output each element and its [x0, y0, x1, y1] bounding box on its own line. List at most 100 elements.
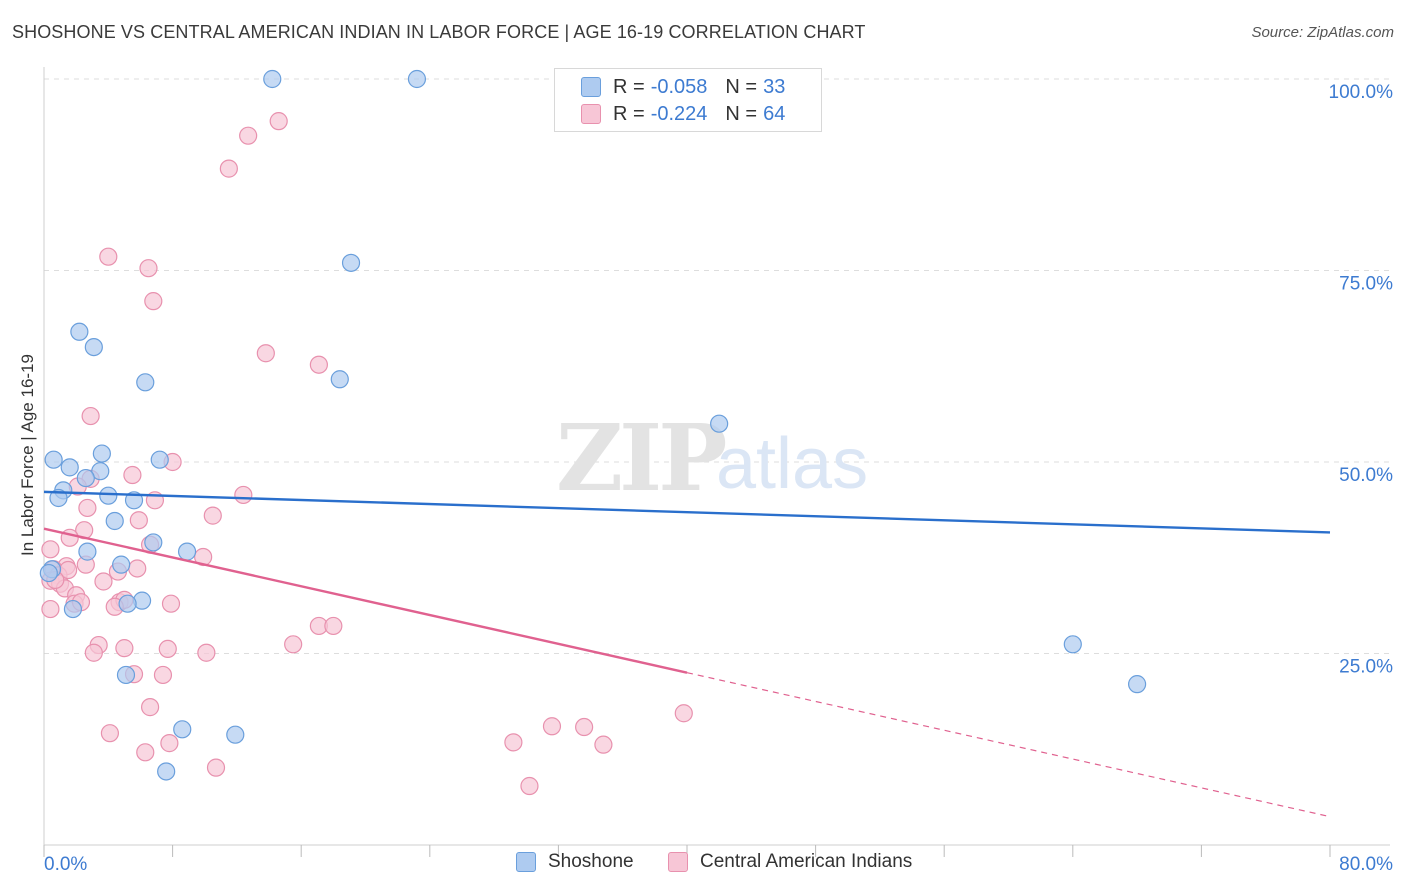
legend-item-central-american-indians[interactable]: Central American Indians [668, 851, 912, 873]
data-point [206, 758, 226, 777]
watermark-zip: ZIP [556, 404, 725, 512]
data-point [150, 450, 169, 469]
data-point [520, 776, 539, 796]
data-point [1063, 635, 1082, 654]
legend-item-shoshone[interactable]: Shoshone [516, 851, 634, 873]
data-point [153, 665, 173, 685]
data-point [324, 616, 343, 636]
trend-line-extension [686, 672, 1331, 818]
data-point [177, 542, 197, 561]
shoshone-legend-swatch [516, 852, 536, 872]
data-point [594, 735, 613, 754]
data-point [234, 485, 253, 505]
data-point [123, 465, 142, 485]
data-point [78, 498, 97, 518]
data-point [76, 468, 95, 488]
data-point [112, 555, 131, 574]
data-point [309, 355, 328, 374]
data-point [263, 69, 282, 89]
data-point [256, 344, 275, 363]
r-label: R = [613, 75, 645, 98]
stats-legend-row-shoshone: R = -0.058 N = 33 [581, 74, 785, 100]
data-point [44, 450, 63, 469]
x-tick-label: 0.0% [44, 854, 87, 875]
data-point [41, 599, 60, 619]
r-label: R = [613, 102, 645, 125]
data-point [542, 717, 562, 736]
data-point [226, 725, 245, 744]
n-value: 64 [763, 102, 786, 125]
data-point [49, 488, 68, 508]
data-point [1127, 675, 1147, 694]
y-tick-label: 100.0% [1329, 82, 1394, 103]
data-point [219, 159, 238, 178]
data-point [144, 533, 163, 552]
data-point [100, 724, 120, 743]
data-point [330, 370, 349, 389]
data-point [710, 414, 729, 433]
data-point [99, 486, 118, 505]
data-point [239, 126, 258, 145]
trend-line [43, 527, 688, 674]
data-point [60, 458, 79, 477]
n-label: N = [725, 102, 758, 125]
data-point [284, 635, 303, 654]
source-label: Source: ZipAtlas.com [1251, 24, 1394, 41]
data-point [407, 69, 427, 89]
data-point [129, 511, 148, 530]
data-point [173, 720, 192, 739]
data-point [203, 506, 222, 525]
data-point [105, 511, 124, 531]
n-label: N = [725, 75, 758, 98]
y-tick-label: 25.0% [1339, 657, 1393, 678]
data-point [84, 338, 103, 357]
data-point [269, 112, 288, 131]
data-point [140, 698, 160, 717]
central-american-legend-swatch [668, 852, 688, 872]
data-point [118, 594, 137, 613]
data-point [160, 734, 179, 753]
stats-legend-row-central-american: R = -0.224 N = 64 [581, 101, 785, 127]
watermark-atlas: atlas [716, 424, 868, 504]
data-point [341, 253, 361, 272]
stats-legend: R = -0.058 N = 33 R = -0.224 N = 64 [554, 68, 822, 132]
trend-line [43, 490, 1331, 534]
central-american-swatch [581, 104, 601, 124]
data-point [39, 563, 58, 583]
data-point [161, 594, 181, 613]
y-tick-label: 50.0% [1339, 465, 1393, 486]
x-tick-label: 80.0% [1339, 854, 1393, 875]
legend-label: Central American Indians [700, 851, 913, 872]
data-point [99, 247, 118, 266]
data-point [128, 559, 147, 578]
data-point [197, 643, 216, 662]
data-point [136, 373, 155, 392]
series-shoshone [39, 69, 1147, 781]
data-point [84, 643, 103, 662]
data-point [116, 665, 136, 685]
shoshone-swatch [581, 77, 601, 97]
series-legend: Shoshone Central American Indians [0, 851, 1406, 877]
data-point [94, 572, 113, 591]
chart-title: SHOSHONE VS CENTRAL AMERICAN INDIAN IN L… [12, 22, 866, 42]
data-point [144, 292, 163, 311]
data-point [115, 639, 134, 658]
data-point [63, 599, 83, 619]
legend-label: Shoshone [548, 851, 634, 872]
r-value: -0.224 [650, 102, 708, 125]
data-point [157, 762, 176, 781]
r-value: -0.058 [650, 75, 708, 98]
n-value: 33 [763, 75, 786, 98]
data-point [575, 717, 594, 737]
data-point [70, 322, 89, 341]
data-point [92, 444, 111, 463]
data-point [158, 639, 177, 659]
y-tick-label: 75.0% [1339, 274, 1393, 295]
data-point [504, 733, 523, 752]
data-point [674, 704, 693, 723]
data-point [41, 540, 60, 559]
data-point [136, 743, 155, 762]
data-point [78, 542, 97, 561]
data-point [81, 406, 100, 426]
